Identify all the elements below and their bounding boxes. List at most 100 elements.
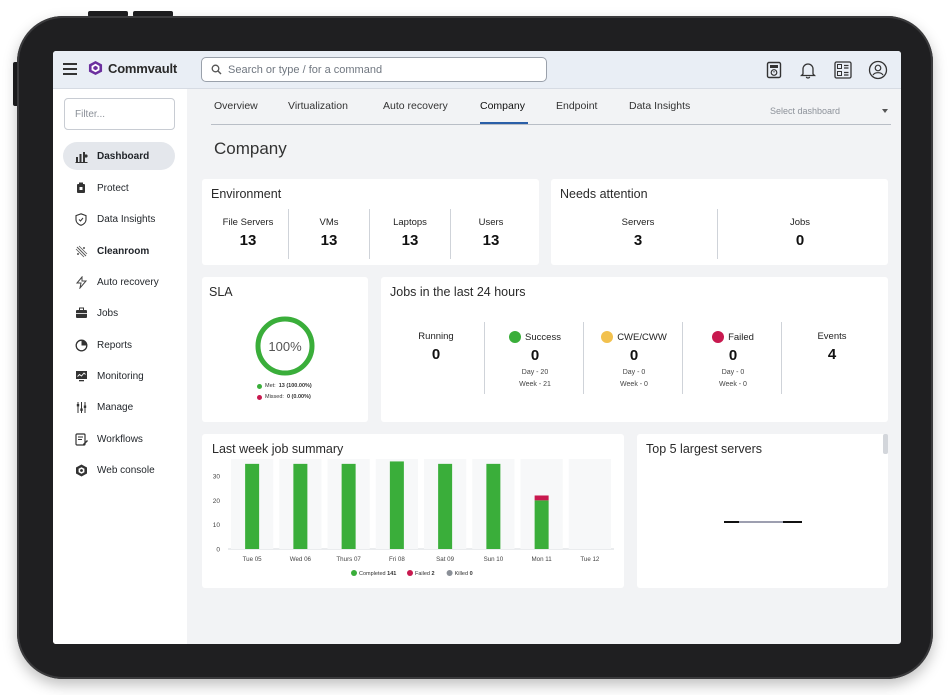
manage-icon [74,400,88,414]
tab-company[interactable]: Company [480,100,525,112]
stat-servers[interactable]: Servers 3 [596,217,680,249]
stat-label: Laptops [393,217,427,228]
tab-endpoint[interactable]: Endpoint [556,100,598,112]
job-day-count: Day - 20 [521,369,549,376]
environment-card: Environment File Servers 13 VMs 13 Lapto… [202,179,539,265]
sidebar-item-data-insights[interactable]: Data Insights [63,205,175,233]
sidebar-item-label: Protect [97,182,129,194]
sidebar-item-label: Manage [97,401,134,413]
scrollbar[interactable] [883,434,888,454]
job-week-count: Week - 0 [620,381,648,388]
dashboard-select[interactable]: Select dashboard [770,106,888,122]
menu-icon[interactable] [63,63,77,75]
x-tick-label: Mon 11 [532,556,553,563]
job-label-text: Events [817,331,847,342]
jobs-failed[interactable]: Failed 0 Day - 0 Week - 0 [687,331,779,391]
divider [682,322,683,394]
success-dot [509,331,522,343]
legend-dot [407,570,413,576]
stat-label: Users [478,217,504,228]
job-label-text: CWE/CWW [617,331,667,343]
stat-value: 13 [320,232,338,249]
legend-value: 0 [470,571,473,577]
stat-vms[interactable]: VMs 13 [291,217,367,249]
sidebar-item-label: Monitoring [97,370,144,382]
failed-dot [712,331,725,343]
auto-recovery-icon [74,275,88,289]
sidebar-item-label: Dashboard [97,150,150,162]
tablet-side-button [13,62,19,106]
job-value: 0 [530,347,540,364]
bar-completed [293,463,308,549]
tablet-button [88,11,128,17]
workflows-icon [74,432,88,446]
brand: Commvault [88,60,177,76]
sla-card: SLA 100% Met: 13 (100.00%) Missed: 0 (0.… [202,277,368,422]
job-label: Failed [687,331,779,343]
job-day-count: Day - 0 [721,369,745,376]
tab-auto-recovery[interactable]: Auto recovery [383,100,448,112]
sidebar-item-reports[interactable]: Reports [63,331,175,359]
bell-icon[interactable] [798,60,818,80]
x-tick-label: Sun 10 [484,556,504,563]
y-tick-label: 20 [213,498,221,505]
jobs-icon [74,306,88,320]
jobs-cwe-cww[interactable]: CWE/CWW 0 Day - 0 Week - 0 [587,331,681,391]
legend-dot [257,383,262,389]
sidebar-item-auto-recovery[interactable]: Auto recovery [63,268,175,296]
job-value: 0 [431,346,441,363]
sidebar-item-cleanroom[interactable]: Cleanroom [63,237,175,265]
bar-completed [389,461,404,549]
stat-users[interactable]: Users 13 [453,217,529,249]
job-week-count: Week - 21 [519,381,551,388]
sidebar-item-dashboard[interactable]: Dashboard [63,142,175,170]
search-placeholder: Search or type / for a command [228,63,383,76]
jobs-running[interactable]: Running 0 [391,331,481,363]
user-icon[interactable] [868,60,888,80]
legend-value: 141 [387,571,396,577]
dashboard-select-placeholder: Select dashboard [770,106,841,116]
tab-overview[interactable]: Overview [214,100,258,112]
commvault-logo-icon [88,60,103,76]
stat-laptops[interactable]: Laptops 13 [372,217,448,249]
web-console-icon [74,463,88,477]
stat-value: 0 [795,232,805,249]
legend-label: Met: [265,383,276,389]
search-input[interactable]: Search or type / for a command [201,57,547,82]
card-title: SLA [209,285,233,299]
tab-data-insights[interactable]: Data Insights [629,100,691,112]
tab-virtualization[interactable]: Virtualization [288,100,348,112]
server-bar [724,521,802,523]
legend-value: 2 [432,571,435,577]
needs-attention-card: Needs attention Servers 3 Jobs 0 [551,179,888,265]
job-label-text: Running [418,331,454,342]
monitoring-icon [74,369,88,383]
grid-icon[interactable] [833,60,853,80]
server-bar-segment [739,521,783,523]
page-title: Company [214,139,287,158]
sidebar-item-label: Cleanroom [97,245,150,257]
stat-jobs[interactable]: Jobs 0 [758,217,842,249]
sidebar-item-jobs[interactable]: Jobs [63,299,175,327]
report-icon[interactable] [764,60,784,80]
sidebar-item-manage[interactable]: Manage [63,393,175,421]
sla-gauge[interactable]: 100% [254,315,316,377]
shield-icon [74,181,88,195]
jobs-success[interactable]: Success 0 Day - 20 Week - 21 [489,331,581,391]
sidebar-item-monitoring[interactable]: Monitoring [63,362,175,390]
sidebar-item-label: Auto recovery [97,276,159,288]
jobs-events[interactable]: Events 4 [786,331,878,363]
legend-label: Failed 2 [415,571,435,577]
x-tick-label: Thurs 07 [336,556,361,563]
bar-completed [341,463,356,549]
sidebar-item-web-console[interactable]: Web console [63,456,175,484]
legend-label: Killed 0 [455,571,473,577]
divider [450,209,451,259]
sidebar-item-workflows[interactable]: Workflows [63,425,175,453]
sidebar-item-protect[interactable]: Protect [63,174,175,202]
insights-icon [74,212,88,226]
filter-input[interactable]: Filter... [64,98,175,130]
warning-dot [601,331,614,343]
stat-file-servers[interactable]: File Servers 13 [210,217,286,249]
